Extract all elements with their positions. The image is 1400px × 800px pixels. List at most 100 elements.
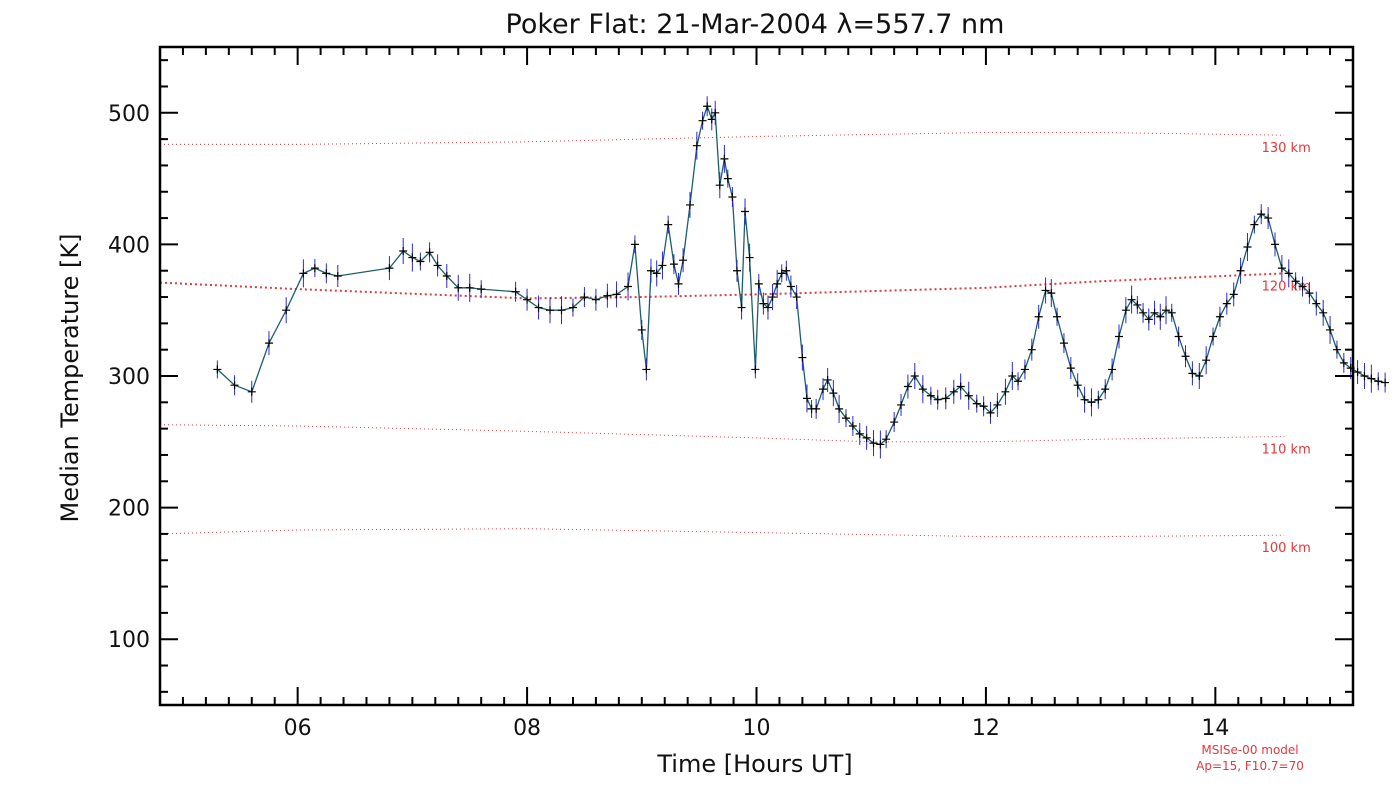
data-point [1034, 312, 1043, 321]
data-point [728, 193, 737, 202]
data-point [674, 279, 683, 288]
x-tick-label: 06 [284, 716, 312, 741]
data-point [1133, 300, 1142, 309]
data-point [282, 306, 291, 315]
data-point [310, 264, 319, 273]
series-line [216, 104, 1386, 446]
data-point [823, 375, 832, 384]
data-point [1271, 240, 1279, 249]
data-point [829, 389, 838, 398]
data-point [1229, 290, 1238, 299]
data-point [993, 400, 1002, 409]
data-point [264, 339, 273, 348]
data-point [819, 385, 828, 394]
data-point [720, 154, 729, 163]
model-line-130-km [160, 132, 1285, 145]
data-point [1374, 377, 1383, 386]
data-point [1243, 243, 1252, 252]
data-point [1291, 277, 1300, 286]
data-point [841, 414, 850, 423]
data-point [812, 404, 821, 413]
data-point [1319, 308, 1328, 317]
data-point [786, 282, 795, 291]
data-point [399, 246, 408, 255]
data-point [890, 418, 899, 427]
data-point [1101, 385, 1110, 394]
model-line-label-100-km: 100 km [1262, 541, 1311, 556]
data-point [926, 391, 935, 400]
data-point [1298, 282, 1307, 291]
data-point [1167, 308, 1176, 317]
model-note-line-2: Ap=15, F10.7=70 [1196, 759, 1304, 773]
chart-title: Poker Flat: 21-Mar-2004 λ=557.7 nm [506, 9, 1005, 40]
data-point [1305, 289, 1314, 298]
data-point [511, 287, 520, 296]
x-tick-label: 14 [1201, 716, 1229, 741]
data-point [408, 253, 417, 262]
data-point [1381, 378, 1390, 387]
data-point [1014, 377, 1023, 386]
x-tick-label: 12 [972, 716, 1000, 741]
y-tick-label: 400 [108, 233, 150, 258]
data-point [1108, 365, 1117, 374]
data-point [792, 293, 801, 302]
data-point [956, 382, 965, 391]
data-point [1053, 312, 1062, 321]
data-point [1139, 308, 1148, 317]
data-point [1094, 395, 1103, 404]
data-point [630, 240, 639, 249]
data-point [979, 402, 988, 411]
data-point [933, 395, 942, 404]
data-point [534, 303, 543, 312]
data-point [1195, 372, 1204, 380]
data-point [741, 207, 750, 216]
data-point [646, 266, 655, 275]
data-point [1174, 332, 1183, 341]
data-point [1250, 220, 1259, 229]
data-point [1353, 368, 1362, 377]
data-point [1080, 395, 1089, 404]
data-point [1215, 312, 1224, 321]
data-point [1073, 381, 1082, 390]
data-point [624, 282, 633, 291]
data-point [692, 141, 701, 150]
data-point [1162, 306, 1171, 315]
data-point [1001, 387, 1010, 396]
data-point [322, 269, 331, 278]
data-point [941, 394, 950, 403]
data-point [1367, 374, 1376, 383]
data-point [425, 248, 434, 257]
data-point [568, 303, 577, 312]
data-point [707, 115, 716, 124]
data-point [465, 283, 474, 292]
model-line-label-130-km: 130 km [1262, 141, 1311, 156]
data-point [1066, 364, 1075, 373]
data-point [732, 266, 741, 275]
data-point [782, 266, 791, 275]
data-point [385, 264, 394, 273]
data-point [669, 260, 678, 269]
data-point [1041, 286, 1050, 295]
data-point [658, 261, 667, 270]
data-point [1087, 398, 1096, 407]
data-point [910, 372, 919, 380]
data-point [546, 306, 555, 315]
data-point [1236, 266, 1245, 275]
data-point [835, 404, 844, 413]
data-point [652, 269, 661, 278]
data-point [591, 295, 600, 304]
data-point [855, 429, 864, 438]
data-point [642, 365, 651, 374]
data-point [1114, 332, 1123, 341]
data-point [333, 271, 342, 280]
plot-frame [158, 45, 1355, 707]
data-point [1209, 332, 1218, 341]
data-point [773, 279, 782, 288]
data-point [703, 102, 712, 111]
model-note-line-1: MSISe-00 model [1201, 743, 1298, 757]
data-point [1257, 210, 1266, 219]
data-point [897, 400, 906, 409]
data-point [1127, 295, 1136, 304]
data-point [1059, 339, 1068, 348]
data-point [637, 325, 646, 334]
